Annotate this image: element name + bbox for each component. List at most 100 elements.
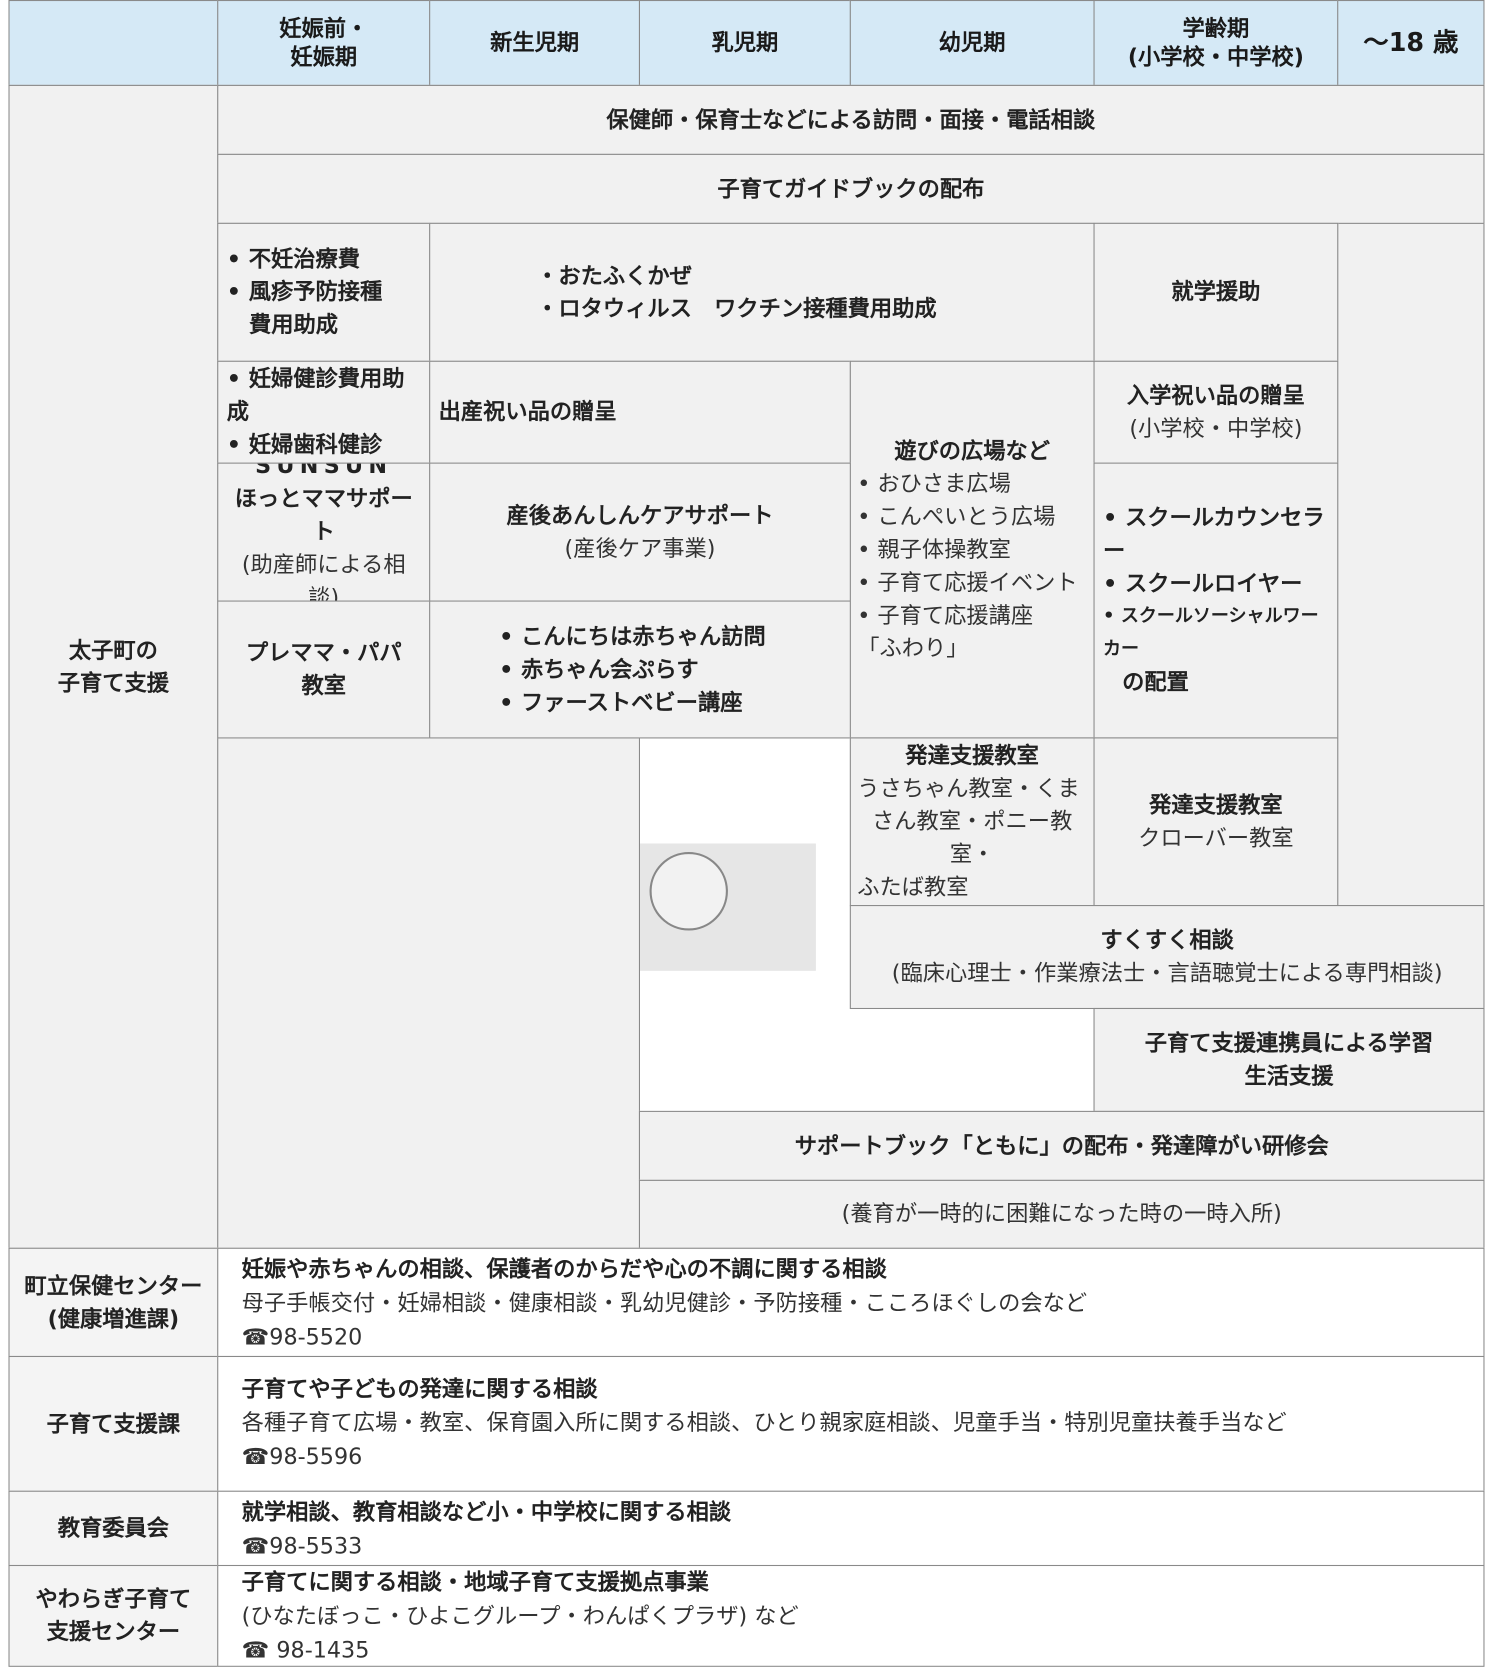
contact-title: 子育てに関する相談・地域子育て支援拠点事業	[241, 1569, 709, 1595]
header-text: 妊娠前・	[279, 15, 369, 41]
item-heading: 産後あんしんケアサポート	[506, 502, 774, 528]
item-heading: • スクールソーシャルワーカー	[1103, 605, 1319, 660]
item-heading: 発達支援教室	[905, 742, 1039, 769]
item-heading: (養育が一時的に困難になった時の一時入所)	[842, 1198, 1282, 1231]
item-heading: ・ロタウィルス ワクチン接種費用助成	[536, 295, 937, 321]
department-text: やわらぎ子育て	[35, 1586, 192, 1612]
support-item: 就学援助	[1093, 222, 1339, 362]
support-item: 発達支援教室 クローバー教室	[1093, 737, 1339, 907]
item-heading: • 妊婦歯科健診	[226, 431, 383, 458]
support-item: 出産祝い品の贈呈	[429, 360, 851, 464]
item-note: (養育が一時的に困難になった時の一時入所)	[841, 1201, 1282, 1227]
label-text: 子育て支援	[57, 670, 170, 696]
item-heading: 発達支援教室	[1149, 792, 1283, 818]
item-heading: 就学援助	[1171, 279, 1261, 305]
item-detail: • こんぺいとう広場	[857, 503, 1056, 529]
item-heading: サポートブック「ともに」の配布・発達障がい研修会	[794, 1132, 1329, 1159]
contact-detail: (ひなたぼっこ・ひよこグループ・わんぱくプラザ) など	[241, 1603, 799, 1629]
item-heading: • 赤ちゃん会ぷらす	[499, 656, 699, 682]
support-item: 子育て支援連携員による学習 生活支援	[1093, 1007, 1485, 1112]
contact-info: 子育てや子どもの発達に関する相談各種子育て広場・教室、保育園入所に関する相談、ひ…	[217, 1355, 1485, 1492]
department-text: 子育て支援課	[46, 1410, 181, 1437]
item-heading: • スクールロイヤー	[1103, 570, 1303, 597]
support-item: プレママ・パパ 教室	[217, 600, 431, 739]
item-heading: 入学祝い品の贈呈	[1126, 382, 1305, 408]
item-detail: • 子育て応援イベント	[857, 569, 1078, 595]
support-item: 発達支援教室うさちゃん教室・くまさん教室・ポニー教室・ふたば教室	[849, 737, 1095, 907]
header-text: ～18 歳	[1363, 27, 1459, 58]
header-cell: 幼児期	[849, 0, 1095, 86]
header-text: 乳児期	[711, 29, 779, 56]
item-heading: • 風疹予防接種	[226, 279, 383, 305]
item-heading: 保健師・保育士などによる訪問・面接・電話相談	[606, 106, 1096, 133]
header-text: 学齢期	[1182, 15, 1250, 41]
support-item: 産後あんしんケアサポート (産後ケア事業)	[429, 462, 851, 602]
blank-area	[217, 737, 640, 1249]
support-item: 保健師・保育士などによる訪問・面接・電話相談	[217, 84, 1485, 155]
header-text: 妊娠期	[290, 44, 358, 70]
label-text: 太子町の	[68, 637, 158, 663]
item-detail: うさちゃん教室・くま	[857, 775, 1080, 802]
item-heading: 生活支援	[1244, 1063, 1334, 1089]
support-item: すくすく相談 (臨床心理士・作業療法士・言語聴覚士による専門相談)	[849, 905, 1485, 1010]
item-heading: 費用助成	[226, 311, 339, 338]
support-item: • 妊婦健診費用助成 • 妊婦歯科健診	[217, 360, 431, 464]
support-item: ・おたふくかぜ・ロタウィルス ワクチン接種費用助成	[429, 222, 1095, 362]
support-item: サポートブック「ともに」の配布・発達障がい研修会	[638, 1110, 1485, 1181]
contact-title: 子育てや子どもの発達に関する相談	[241, 1376, 598, 1402]
header-cell: 乳児期	[638, 0, 851, 86]
item-detail: 「ふわり」	[857, 635, 969, 661]
header-cell: 妊娠前・ 妊娠期	[217, 0, 431, 86]
item-heading: ・おたふくかぜ	[536, 262, 692, 289]
contact-detail: 母子手帳交付・妊婦相談・健康相談・乳幼児健診・予防接種・こころほぐしの会など	[241, 1289, 1088, 1316]
item-heading: ほっとママサポート	[234, 485, 413, 545]
item-heading: 子育てガイドブックの配布	[717, 175, 985, 202]
department-text: (健康増進課)	[47, 1305, 180, 1332]
support-item: (養育が一時的に困難になった時の一時入所)	[638, 1179, 1485, 1249]
item-detail: • 子育て応援講座	[857, 602, 1034, 628]
item-heading: プレママ・パパ	[245, 639, 402, 666]
department-text: 教育委員会	[57, 1515, 170, 1541]
item-detail: • 親子体操教室	[857, 536, 1011, 562]
phone: ☎98-5520	[241, 1323, 363, 1350]
item-heading: • 妊婦健診費用助成	[226, 366, 405, 425]
item-heading: • 不妊治療費	[226, 246, 360, 272]
header-corner	[8, 0, 219, 86]
contact-title: 就学相談、教育相談など小・中学校に関する相談	[241, 1498, 732, 1525]
phone: ☎98-5533	[241, 1532, 363, 1559]
item-detail: さん教室・ポニー教室・	[872, 808, 1073, 867]
item-heading: SUNSUN	[255, 462, 393, 479]
department-text: 支援センター	[46, 1619, 181, 1645]
item-detail: (小学校・中学校)	[1129, 415, 1303, 441]
item-heading: 遊びの広場など	[894, 437, 1051, 464]
phone: ☎98-5596	[241, 1444, 363, 1470]
contact-info: 妊娠や赤ちゃんの相談、保護者のからだや心の不調に関する相談 母子手帳交付・妊婦相談…	[217, 1247, 1485, 1358]
department-text: 町立保健センター	[24, 1272, 203, 1299]
item-heading: • スクールカウンセラー	[1103, 505, 1325, 564]
department: 町立保健センター (健康増進課)	[8, 1247, 219, 1358]
item-detail: • おひさま広場	[857, 470, 1011, 497]
department: 子育て支援課	[8, 1355, 219, 1492]
header-text: 幼児期	[938, 29, 1006, 56]
phone: ☎ 98-1435	[241, 1637, 370, 1663]
item-detail: ふたば教室	[857, 874, 969, 900]
item-detail: (助産師による相談)	[241, 551, 406, 602]
item-detail: (産後ケア事業)	[564, 535, 716, 561]
item-heading: すくすく相談	[1100, 927, 1234, 953]
item-heading: • こんにちは赤ちゃん訪問	[499, 623, 766, 649]
department: 教育委員会	[8, 1490, 219, 1567]
header-text: 新生児期	[490, 29, 580, 56]
department: やわらぎ子育て 支援センター	[8, 1564, 219, 1667]
support-item: • 不妊治療費 • 風疹予防接種 費用助成	[217, 222, 431, 362]
support-item: 遊びの広場など • おひさま広場 • こんぺいとう広場 • 親子体操教室 • 子育て応援…	[849, 360, 1095, 739]
header-text: (小学校・中学校)	[1127, 44, 1304, 70]
item-heading: 教室	[301, 672, 346, 699]
support-item: • こんにちは赤ちゃん訪問 • 赤ちゃん会ぷらす • ファーストベビー講座	[429, 600, 851, 739]
contact-detail: 各種子育て広場・教室、保育園入所に関する相談、ひとり親家庭相談、児童手当・特別児…	[241, 1410, 1287, 1436]
header-cell: 新生児期	[429, 0, 640, 86]
item-heading: 出産祝い品の贈呈	[438, 398, 617, 425]
contact-info: 子育てに関する相談・地域子育て支援拠点事業 (ひなたぼっこ・ひよこグループ・わんぱ…	[217, 1564, 1485, 1667]
header-cell: 学齢期 (小学校・中学校)	[1093, 0, 1339, 86]
